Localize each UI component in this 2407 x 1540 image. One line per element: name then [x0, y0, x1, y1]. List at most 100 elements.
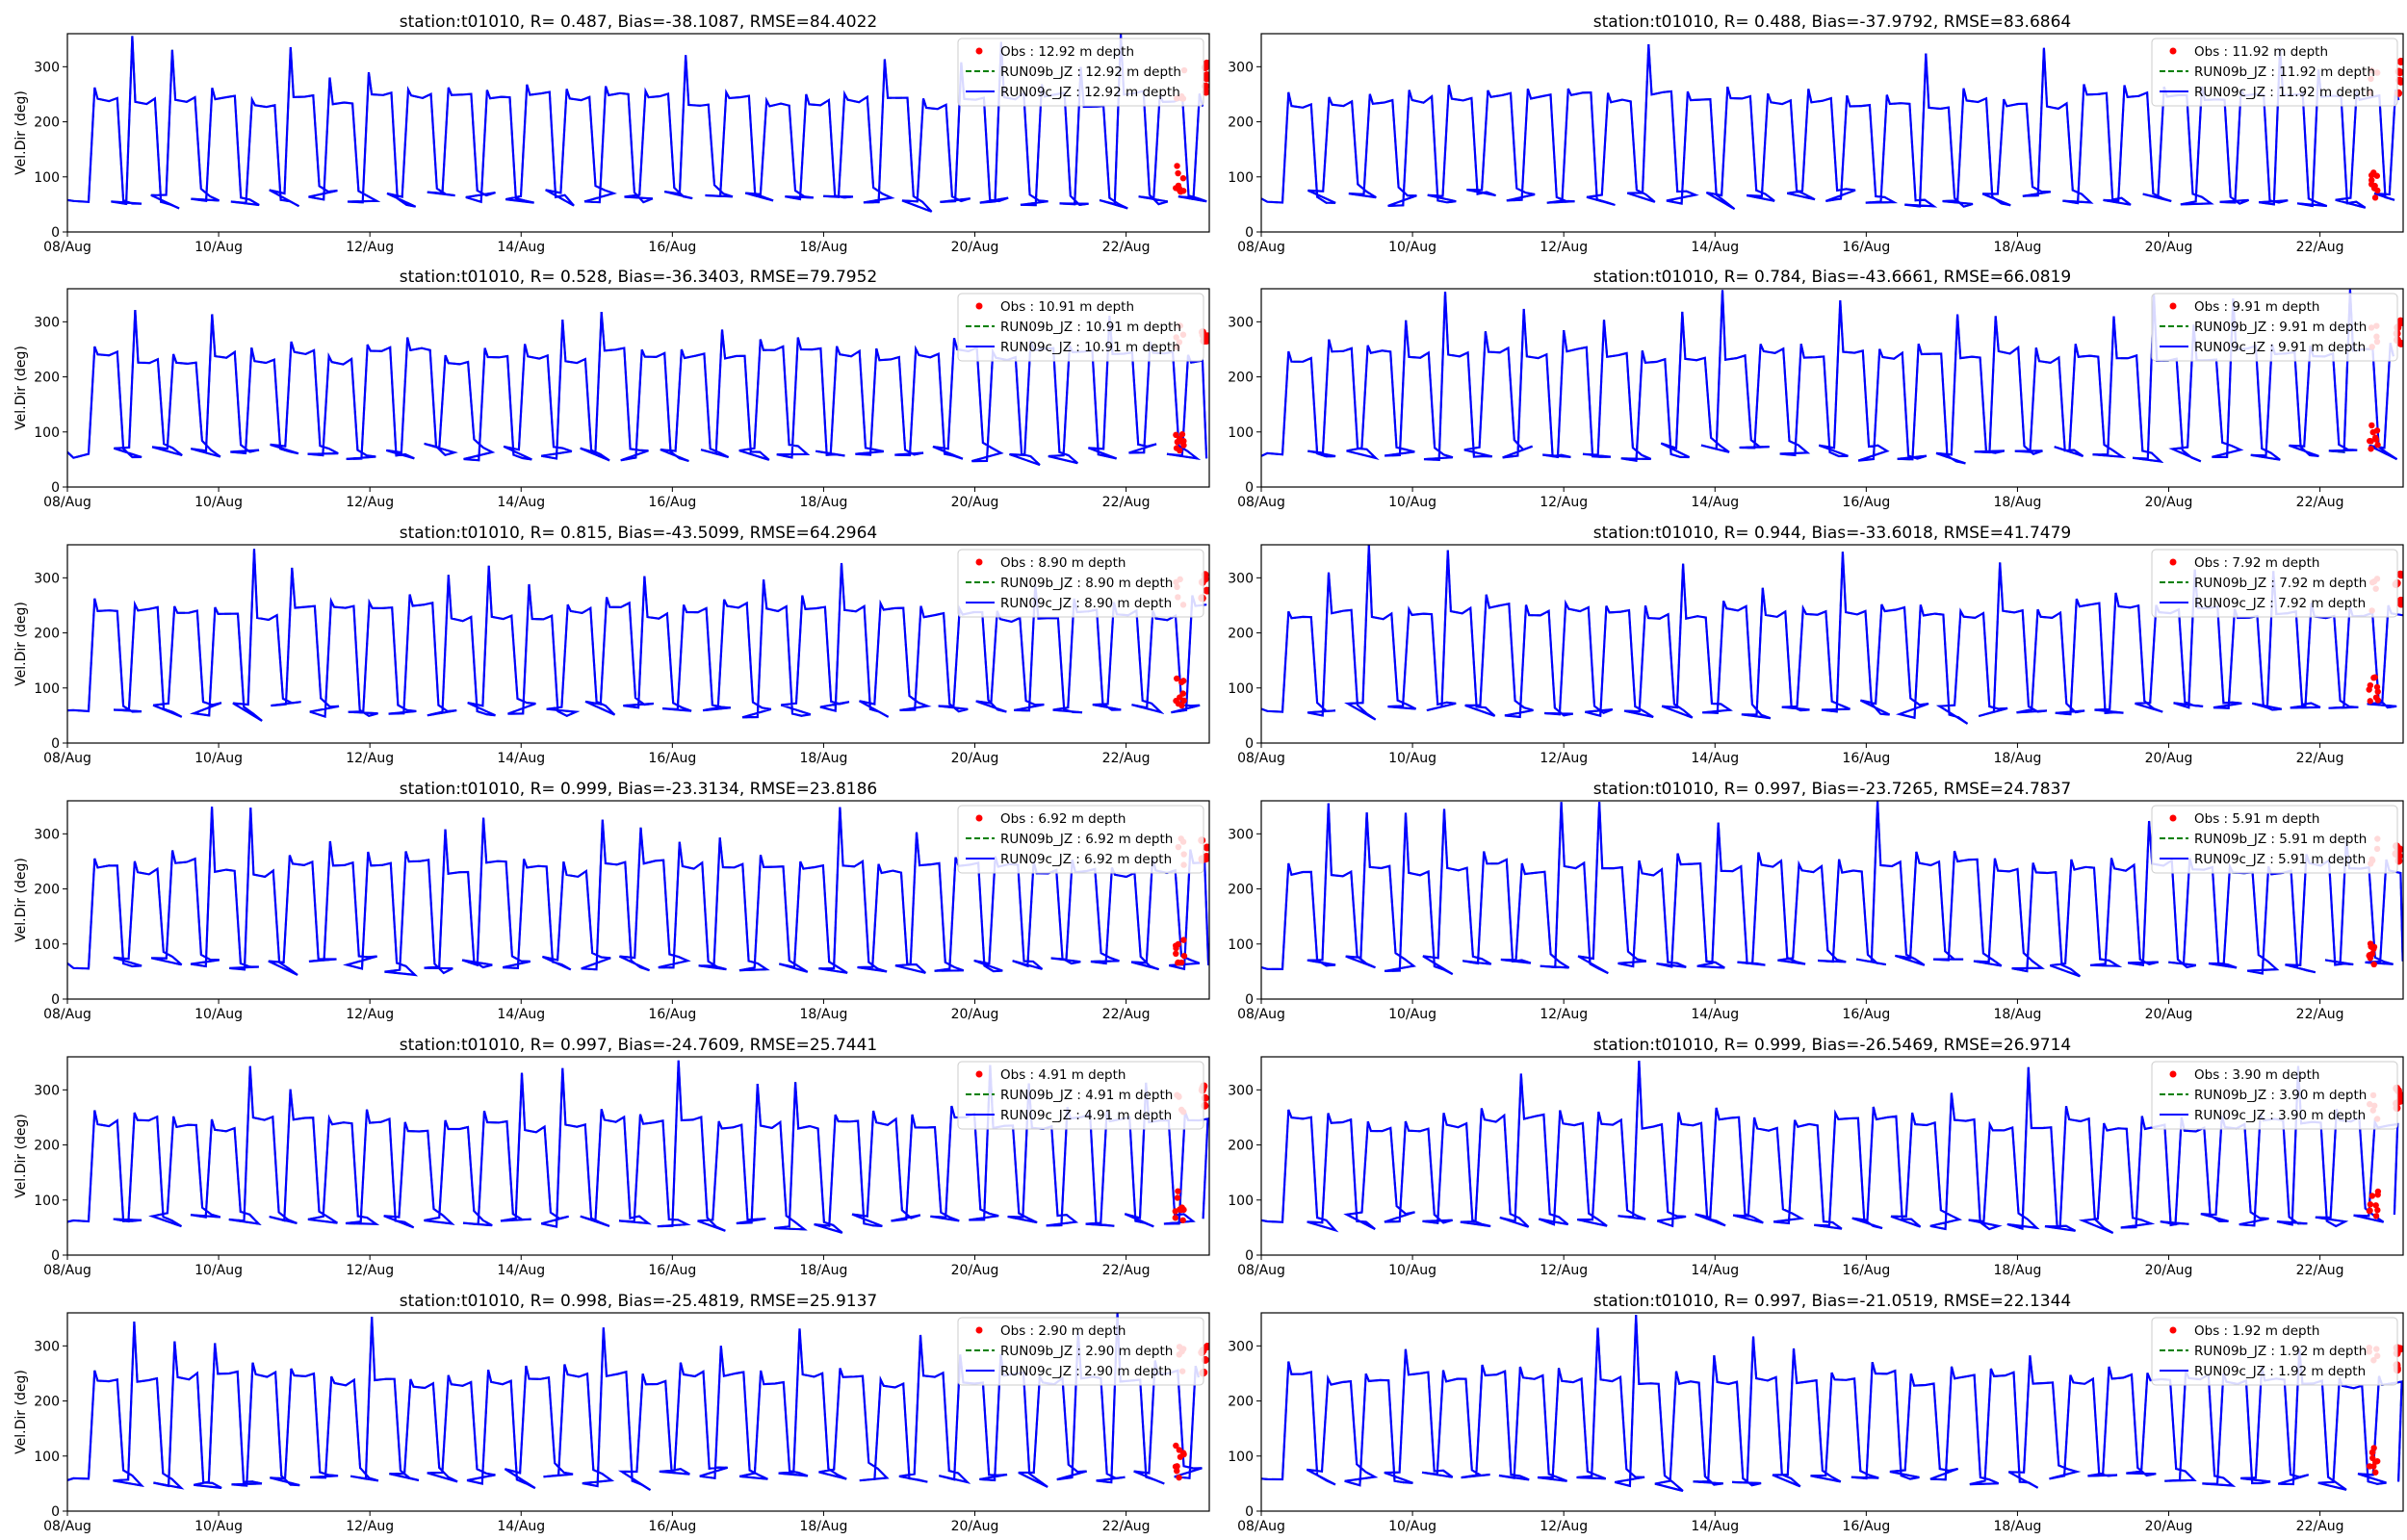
y-tick-label: 100: [34, 681, 60, 697]
x-tick-label: 22/Aug: [1102, 240, 1151, 255]
y-tick-label: 0: [1245, 225, 1254, 241]
x-tick-label: 08/Aug: [1237, 1007, 1285, 1022]
obs-point: [1178, 959, 1185, 966]
panel-title: station:t01010, R= 0.997, Bias=-24.7609,…: [400, 1036, 877, 1055]
legend-label: RUN09c_JZ : 7.92 m depth: [2194, 596, 2366, 611]
obs-point: [1174, 1194, 1181, 1201]
obs-point: [1180, 438, 1187, 445]
legend: Obs : 11.92 m depth RUN09b_JZ : 11.92 m d…: [2151, 38, 2398, 107]
obs-point: [2396, 1091, 2403, 1100]
series-run09c-line: [1261, 801, 2403, 978]
y-tick-label: 300: [1228, 315, 1254, 330]
panel-title: station:t01010, R= 0.487, Bias=-38.1087,…: [400, 13, 877, 32]
axes-frame: [1260, 1056, 2404, 1256]
y-axis-label: Vel.Dir (deg): [13, 90, 29, 175]
series-run09c-line: [1261, 545, 2403, 725]
legend-label: RUN09b_JZ : 1.92 m depth: [2194, 1344, 2367, 1359]
legend-box: [957, 549, 1204, 618]
obs-point: [2370, 674, 2377, 681]
obs-point: [1174, 163, 1180, 169]
axes-frame: [66, 1312, 1210, 1512]
panel-title: station:t01010, R= 0.944, Bias=-33.6018,…: [1593, 524, 2071, 543]
obs-point: [1179, 174, 1187, 182]
y-tick-label: 200: [34, 883, 60, 898]
y-axis-label: Vel.Dir (deg): [13, 346, 29, 430]
y-tick-label: 200: [1228, 116, 1254, 131]
series-run09c-line: [1261, 1060, 2399, 1235]
series-run09c-line: [67, 310, 1208, 467]
panel-title: station:t01010, R= 0.815, Bias=-43.5099,…: [400, 524, 877, 543]
y-axis-label: Vel.Dir (deg): [13, 1114, 29, 1198]
series-run09c-line: [67, 549, 1207, 722]
obs-point: [2396, 58, 2403, 66]
y-tick-label: 200: [34, 1395, 60, 1410]
legend: Obs : 12.92 m depth RUN09b_JZ : 12.92 m d…: [957, 38, 1204, 107]
obs-point: [1177, 694, 1183, 701]
obs-point: [1204, 1343, 1209, 1351]
obs-point: [1178, 431, 1186, 438]
axes-frame: [1260, 288, 2404, 488]
obs-point: [2396, 596, 2403, 604]
x-tick-label: 08/Aug: [43, 495, 91, 510]
obs-point: [1175, 182, 1182, 190]
x-tick-label: 18/Aug: [1993, 1519, 2041, 1534]
legend-label: RUN09b_JZ : 8.90 m depth: [1000, 576, 1173, 591]
panel-2: station:t01010, R= 0.488, Bias=-37.9792,…: [1228, 13, 2404, 255]
legend-label: RUN09c_JZ : 10.91 m depth: [1000, 340, 1180, 355]
obs-point: [1174, 1463, 1180, 1470]
legend-label: RUN09c_JZ : 3.90 m depth: [2194, 1108, 2366, 1123]
x-tick-label: 20/Aug: [951, 495, 999, 510]
series-run09c-line: [1261, 289, 2398, 465]
obs-point: [1203, 586, 1209, 595]
x-tick-label: 16/Aug: [648, 240, 696, 255]
legend-box: [2151, 38, 2398, 107]
x-tick-label: 12/Aug: [346, 1007, 394, 1022]
x-tick-label: 08/Aug: [43, 240, 91, 255]
legend-label: RUN09b_JZ : 12.92 m depth: [1000, 64, 1181, 80]
y-tick-label: 300: [1228, 1083, 1254, 1098]
legend-label: RUN09b_JZ : 11.92 m depth: [2194, 64, 2375, 80]
legend-box: [957, 1061, 1204, 1130]
y-tick-label: 0: [51, 1248, 60, 1264]
legend-label: RUN09c_JZ : 5.91 m depth: [2194, 852, 2366, 867]
y-axis-label: Vel.Dir (deg): [13, 858, 29, 942]
legend-marker-obs: [2169, 814, 2177, 822]
panel-10: station:t01010, R= 0.999, Bias=-26.5469,…: [1228, 1036, 2404, 1278]
axes-frame: [66, 800, 1210, 1000]
obs-point: [1203, 74, 1209, 83]
x-tick-label: 16/Aug: [648, 1007, 696, 1022]
x-tick-label: 12/Aug: [1540, 495, 1588, 510]
series-run09c-line: [1261, 1315, 2403, 1493]
legend: Obs : 1.92 m depth RUN09b_JZ : 1.92 m dep…: [2151, 1317, 2398, 1386]
x-tick-label: 10/Aug: [194, 495, 243, 510]
x-tick-label: 20/Aug: [2145, 1519, 2193, 1534]
x-tick-label: 22/Aug: [2296, 1007, 2344, 1022]
axes-frame: [66, 544, 1210, 744]
legend-label: Obs : 9.91 m depth: [2194, 299, 2319, 315]
x-tick-label: 08/Aug: [1237, 1263, 1285, 1278]
legend-box: [2151, 549, 2398, 618]
x-tick-label: 22/Aug: [1102, 1519, 1151, 1534]
x-tick-label: 20/Aug: [2145, 1007, 2193, 1022]
x-tick-label: 18/Aug: [1993, 240, 2041, 255]
x-tick-label: 14/Aug: [1691, 495, 1739, 510]
legend-marker-obs: [2169, 1326, 2177, 1334]
x-tick-label: 16/Aug: [1842, 1519, 1890, 1534]
legend-marker-obs: [975, 1070, 983, 1078]
x-tick-label: 10/Aug: [194, 1263, 243, 1278]
panel-title: station:t01010, R= 0.528, Bias=-36.3403,…: [400, 268, 877, 287]
obs-point: [2367, 681, 2374, 689]
panel-3: station:t01010, R= 0.528, Bias=-36.3403,…: [13, 268, 1210, 510]
y-tick-label: 300: [34, 315, 60, 330]
legend-label: RUN09b_JZ : 10.91 m depth: [1000, 320, 1181, 335]
obs-point: [1173, 431, 1179, 439]
x-tick-label: 08/Aug: [43, 1007, 91, 1022]
legend: Obs : 5.91 m depth RUN09b_JZ : 5.91 m dep…: [2151, 805, 2398, 874]
y-tick-label: 300: [1228, 60, 1254, 75]
panel-8: station:t01010, R= 0.997, Bias=-23.7265,…: [1228, 780, 2404, 1022]
panel-6: station:t01010, R= 0.944, Bias=-33.6018,…: [1228, 524, 2404, 766]
obs-point: [1173, 944, 1179, 952]
x-tick-label: 16/Aug: [1842, 1007, 1890, 1022]
x-tick-label: 20/Aug: [2145, 1263, 2193, 1278]
